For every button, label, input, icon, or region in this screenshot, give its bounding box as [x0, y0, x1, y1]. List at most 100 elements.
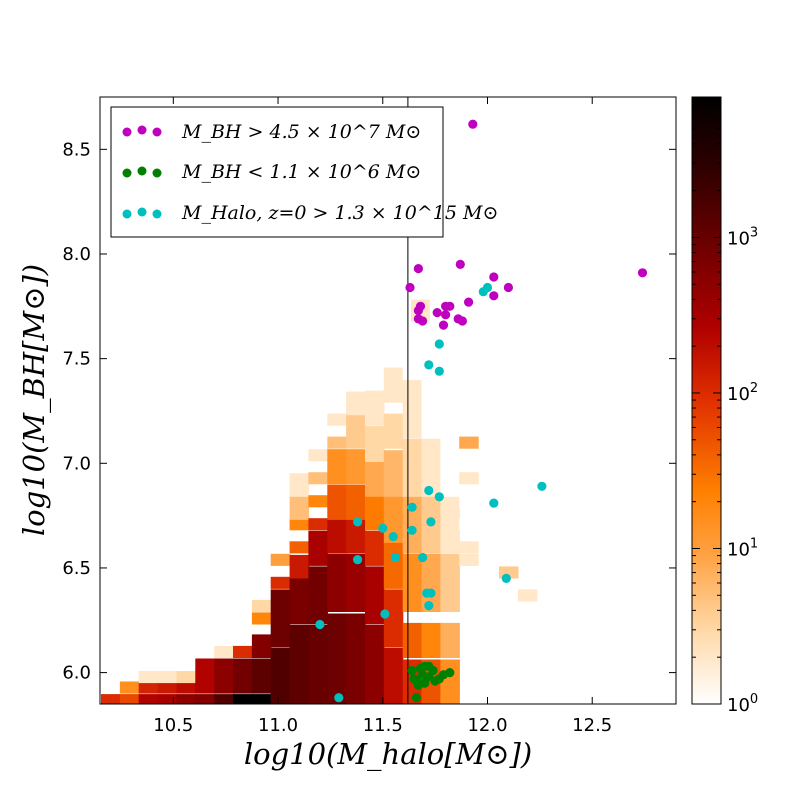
heatmap-cell: [402, 645, 423, 658]
high-bh-point: [413, 264, 423, 274]
heatmap-cell: [327, 576, 347, 589]
heatmap-cell: [421, 565, 441, 578]
heatmap-cell: [383, 473, 404, 486]
legend-marker: [122, 127, 132, 137]
heatmap-cell: [346, 625, 366, 638]
legend-marker: [152, 209, 162, 219]
heatmap-cell: [101, 694, 121, 704]
heatmap-cell: [308, 659, 328, 672]
heatmap-cell: [327, 541, 347, 554]
heatmap-cell: [440, 414, 460, 427]
heatmap-cell: [429, 288, 450, 301]
heatmap-cell: [402, 576, 423, 589]
heatmap-cell: [402, 356, 423, 369]
colorbar-tick-label: 103: [727, 225, 758, 249]
heatmap-cell: [346, 460, 366, 473]
heatmap-cell: [119, 681, 140, 694]
heatmap-cell: [383, 484, 404, 497]
massive-halo-point: [537, 481, 547, 491]
legend-entry-high-bh: M_BH > 4.5 × 10^7 M⊙: [122, 121, 421, 143]
heatmap-cell: [289, 507, 310, 520]
heatmap-cell: [440, 518, 460, 531]
heatmap-cell: [421, 506, 441, 519]
colorbar-tick-label: 100: [727, 692, 758, 716]
heatmap-cell: [421, 634, 441, 647]
heatmap-cell: [440, 403, 460, 416]
heatmap-cell: [383, 600, 404, 613]
heatmap-cell: [270, 682, 291, 695]
heatmap-cell: [402, 622, 423, 635]
massive-halo-point: [407, 502, 417, 512]
heatmap-cell: [214, 694, 234, 704]
heatmap-cell: [402, 380, 423, 393]
heatmap-cell: [308, 636, 328, 649]
heatmap-cell: [308, 600, 328, 613]
heatmap-cell: [327, 413, 347, 426]
legend-marker: [152, 127, 162, 137]
heatmap-cell: [365, 694, 385, 704]
heatmap-cell: [327, 671, 347, 684]
heatmap-cell: [346, 576, 366, 589]
high-bh-point: [441, 310, 451, 320]
heatmap-cell: [327, 682, 347, 695]
heatmap-cell: [383, 635, 404, 648]
high-bh-point: [455, 259, 465, 269]
heatmap-cell: [440, 529, 460, 542]
legend-label-low-bh: M_BH < 1.1 × 10^6 M⊙: [181, 161, 421, 183]
heatmap-cell: [421, 426, 441, 439]
heatmap-cell: [346, 599, 366, 612]
low-bh-point: [430, 676, 440, 686]
x-axis-label: log10(M_halo[M⊙]): [244, 737, 532, 772]
heatmap-cell: [440, 461, 460, 474]
x-tick-label: 10.5: [153, 715, 193, 736]
legend-box: [110, 106, 444, 238]
heatmap-cell: [365, 402, 385, 415]
heatmap-cell: [327, 565, 347, 578]
heatmap-cell: [440, 682, 460, 695]
heatmap-cell: [308, 648, 328, 661]
heatmap-cell: [440, 391, 460, 404]
heatmap-cell: [402, 450, 423, 463]
heatmap-cell: [176, 681, 196, 694]
heatmap-cell: [289, 694, 310, 704]
heatmap-cell: [233, 658, 253, 671]
heatmap-cell: [289, 577, 310, 590]
massive-halo-point: [434, 366, 444, 376]
heatmap-cell: [308, 518, 328, 531]
heatmap-cell: [383, 436, 404, 449]
massive-halo-point: [353, 555, 363, 565]
massive-halo-point: [407, 525, 417, 535]
heatmap-cell: [440, 495, 460, 508]
heatmap-cell: [365, 659, 385, 672]
massive-halo-point: [315, 619, 325, 630]
heatmap-cell: [176, 671, 196, 684]
heatmap-cell: [365, 426, 385, 439]
heatmap-cell: [233, 670, 253, 683]
heatmap-cell: [214, 645, 234, 658]
low-bh-point: [445, 668, 455, 678]
massive-halo-point: [424, 485, 434, 496]
heatmap-cell: [440, 450, 460, 463]
high-bh-point: [489, 291, 499, 301]
legend-label-high-bh: M_BH > 4.5 × 10^7 M⊙: [181, 121, 421, 143]
high-bh-point: [405, 282, 415, 293]
heatmap-cell: [214, 658, 234, 671]
heatmap-cell: [365, 390, 385, 403]
heatmap-cell: [308, 625, 328, 638]
heatmap-cell: [327, 460, 347, 473]
heatmap-cell: [289, 636, 310, 649]
heatmap-cell: [308, 553, 328, 566]
heatmap-cell: [383, 390, 404, 403]
heatmap-cell: [383, 576, 404, 589]
high-bh-point: [489, 272, 499, 282]
heatmap-cell: [346, 391, 366, 404]
heatmap-cell: [308, 472, 328, 485]
heatmap-cell: [270, 648, 291, 661]
high-bh-point: [418, 316, 428, 326]
heatmap-cell: [157, 671, 178, 684]
heatmap-cell: [440, 541, 460, 554]
heatmap-cell: [327, 648, 347, 661]
massive-halo-point: [489, 498, 499, 508]
colorbar-tick-label: 102: [727, 381, 758, 405]
heatmap-cell: [402, 391, 423, 404]
